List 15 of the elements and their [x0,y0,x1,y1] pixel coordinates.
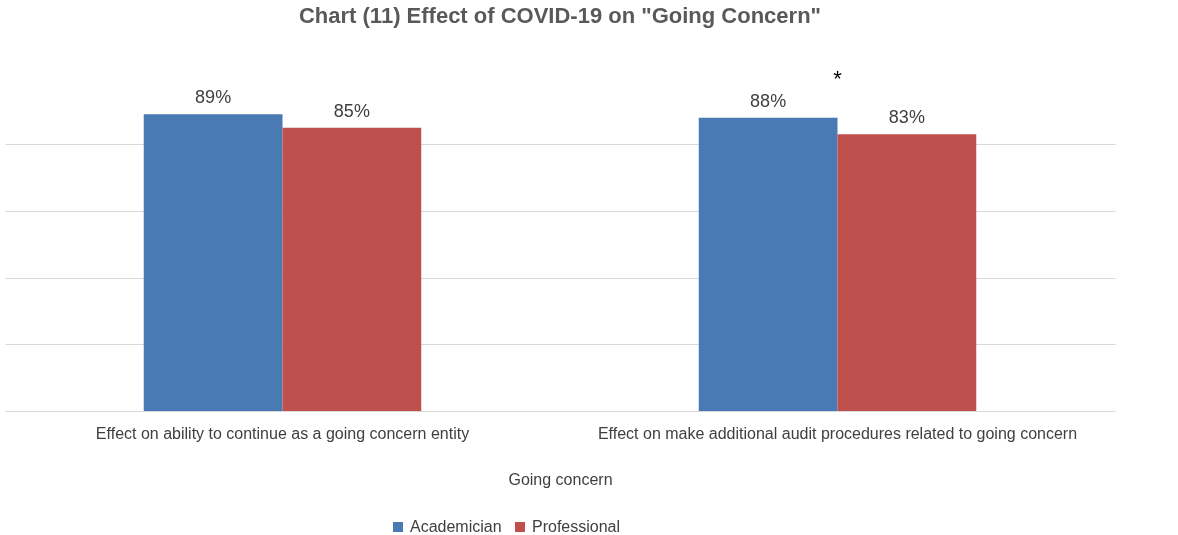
data-label: 88% [750,90,787,111]
bar [698,117,838,411]
text: * [833,66,843,91]
bar [837,134,977,411]
bar [282,127,422,411]
bar [143,114,283,411]
data-label: 89% [195,87,232,108]
x-tick-label: Effect on ability to continue as a going concern entity [95,424,470,442]
legend-label: Professional [532,518,621,535]
x-tick-label: Effect on make additional audit procedures related to going concern [597,424,1078,442]
x-axis-title: Going concern [508,470,613,488]
legend-label: Academician [410,518,502,535]
chart-title: Chart (11) Effect of COVID-19 on "Going Concern" [298,3,822,28]
data-label: 85% [333,100,370,121]
data-label: 83% [888,107,925,128]
